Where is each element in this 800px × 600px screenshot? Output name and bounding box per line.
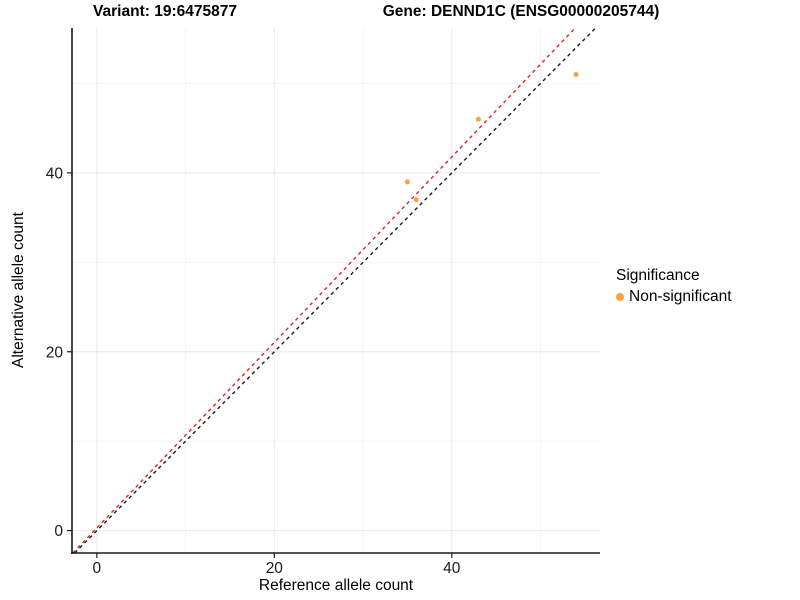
variant-title: Variant: 19:6475877 [93, 3, 237, 20]
data-point [413, 197, 419, 203]
y-axis-title: Alternative allele count [10, 212, 27, 368]
y-tick-label: 20 [46, 344, 64, 361]
y-tick-label: 40 [46, 165, 64, 182]
x-tick-label: 40 [443, 560, 461, 577]
data-point [573, 72, 579, 78]
legend-item-label: Non-significant [629, 288, 732, 305]
data-point [475, 116, 481, 122]
identity-line [74, 27, 597, 554]
y-tick-label: 0 [54, 523, 63, 540]
x-axis-title: Reference allele count [258, 577, 414, 594]
data-point [404, 179, 410, 185]
x-tick-label: 20 [266, 560, 284, 577]
legend-title: Significance [616, 267, 700, 284]
legend-item-non-significant: Non-significant [616, 288, 732, 306]
gene-title: Gene: DENND1C (ENSG00000205744) [382, 3, 660, 20]
x-tick-label: 0 [93, 560, 102, 577]
legend-point-icon [616, 293, 624, 301]
legend: Significance Non-significant [616, 267, 732, 306]
regression-line [72, 27, 576, 554]
